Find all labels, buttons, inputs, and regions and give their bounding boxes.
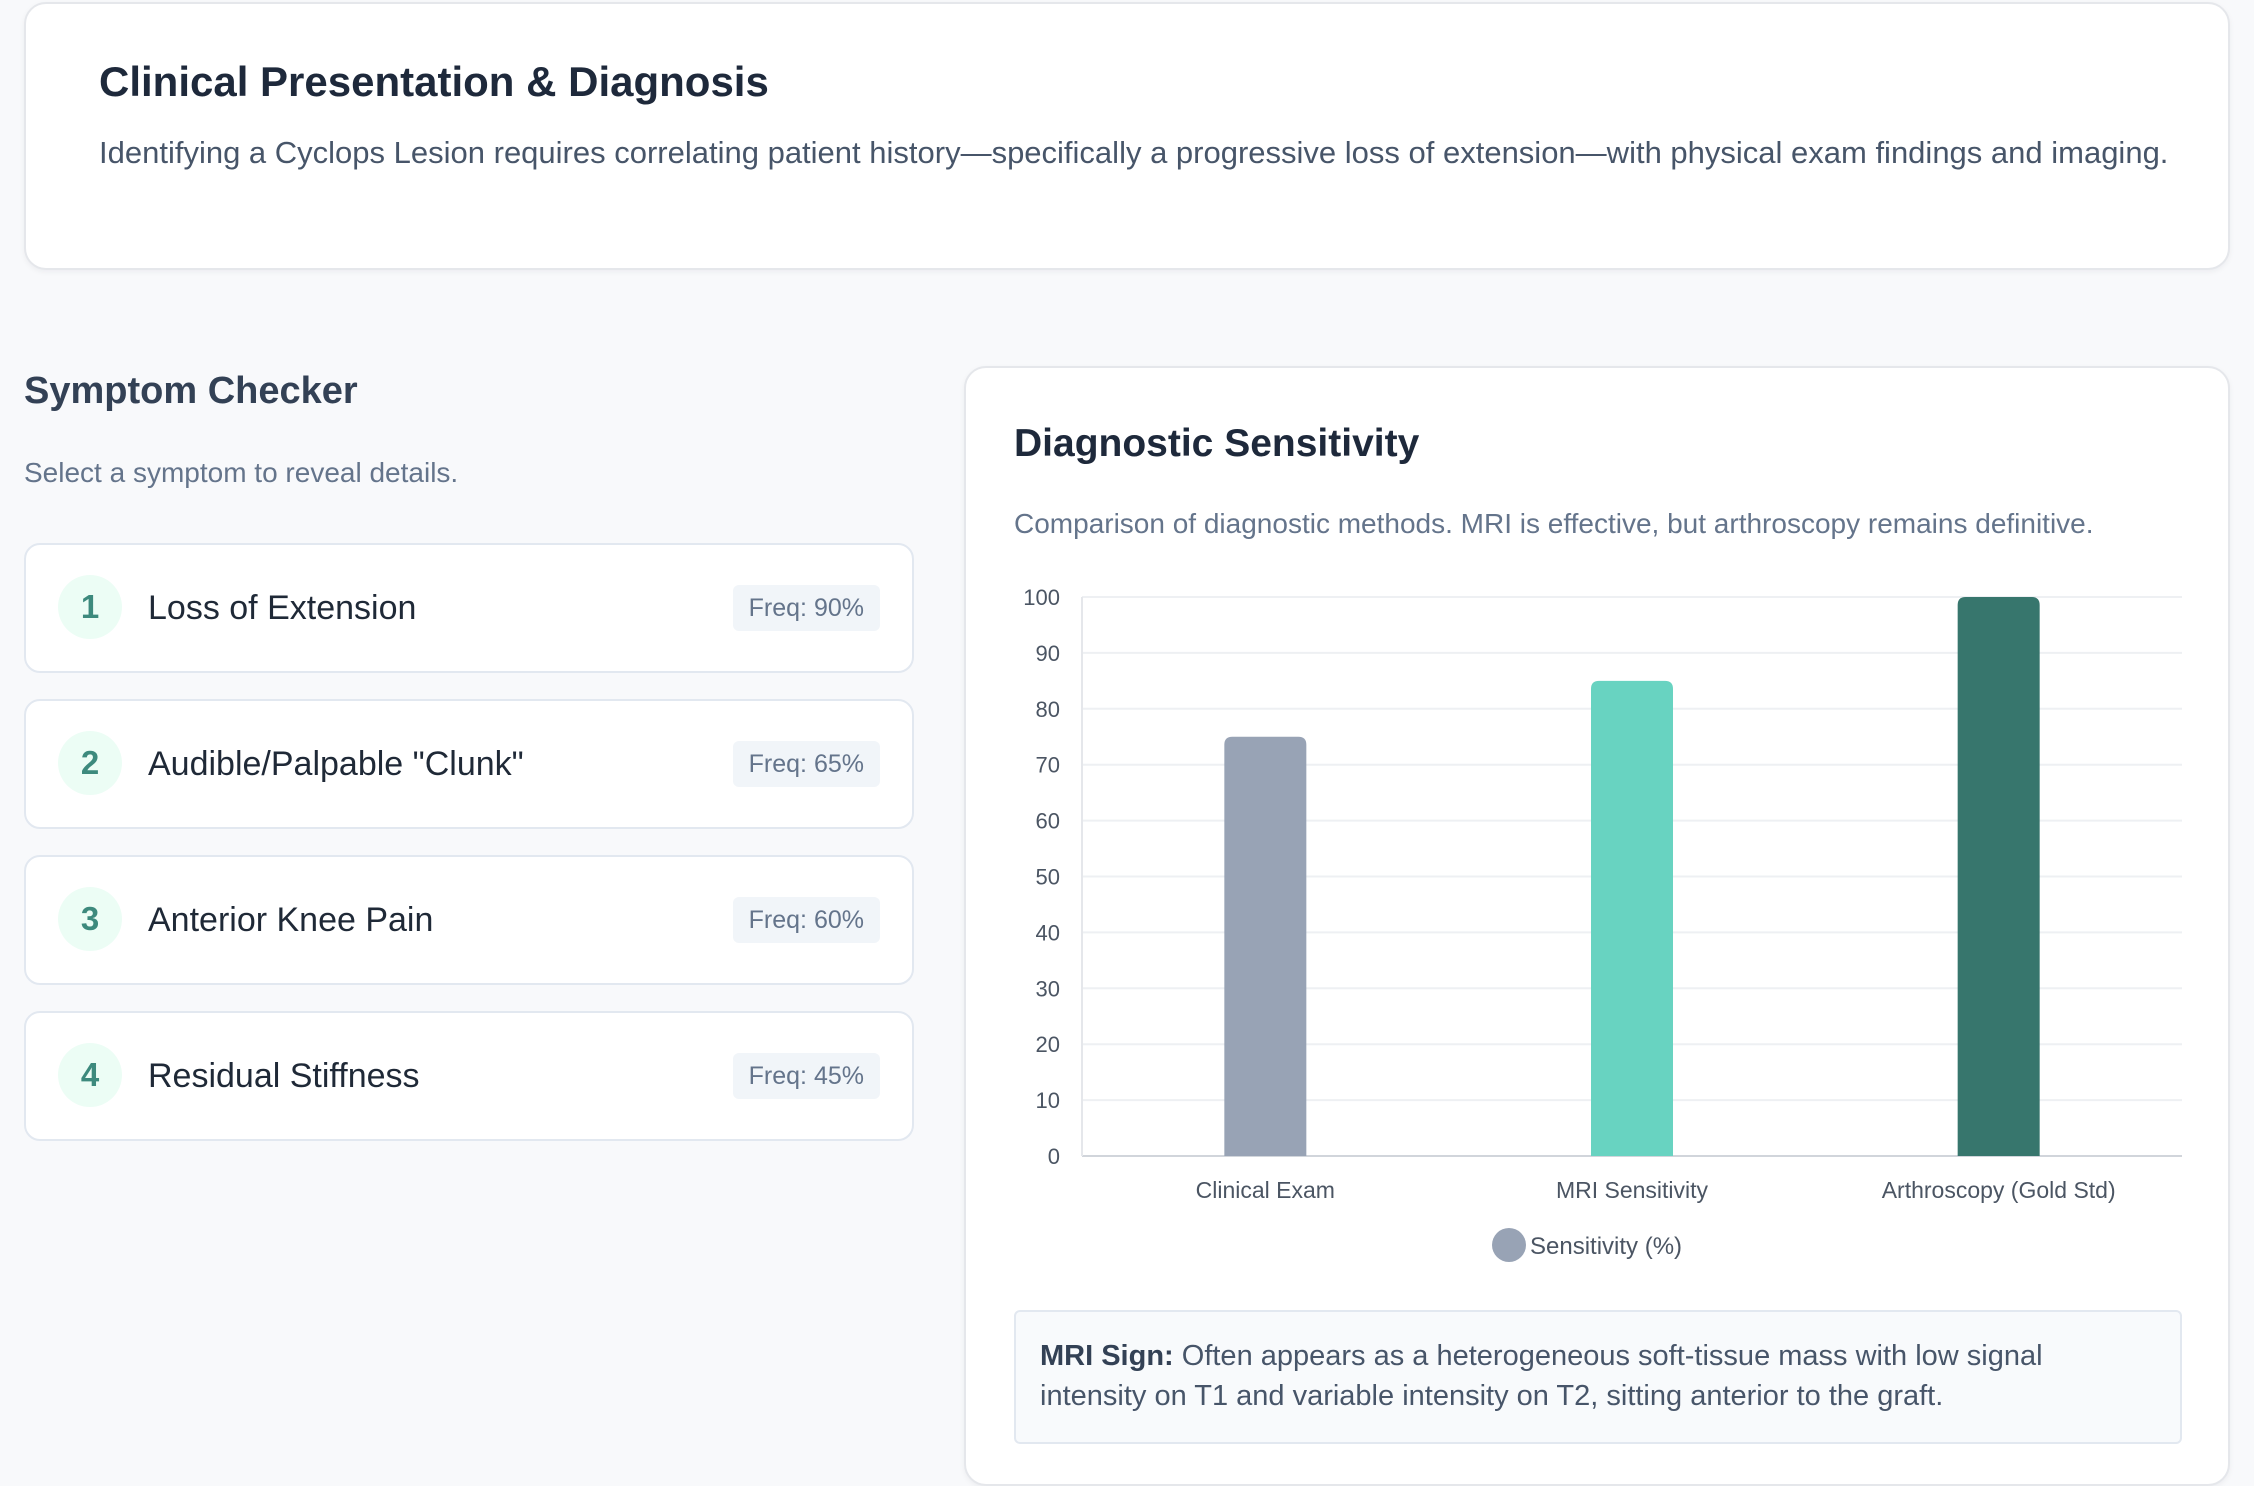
symptom-number-badge: 4 [58,1043,122,1107]
mri-sign-label: MRI Sign: [1040,1340,1174,1372]
symptom-label: Residual Stiffness [148,1057,420,1095]
section-description: Identifying a Cyclops Lesion requires co… [99,135,2169,170]
y-tick-label: 50 [1036,865,1060,890]
symptom-item-clunk[interactable]: 2 Audible/Palpable "Clunk" Freq: 65% [24,699,914,829]
sensitivity-bar-chart: 0 10 20 30 40 50 60 70 80 90 100 Clinical Exam MRI S… [1023,585,2182,1262]
y-tick-label: 40 [1036,920,1060,945]
y-tick-label: 0 [1048,1144,1060,1169]
chart-description: Comparison of diagnostic methods. MRI is… [1014,508,2094,539]
symptom-checker-subtitle: Select a symptom to reveal details. [24,457,459,488]
y-tick-label: 100 [1023,585,1060,610]
y-tick-label: 70 [1036,753,1060,778]
mri-sign-text: Often appears as a heterogeneous soft-ti… [1040,1340,2043,1412]
bar-clinical-exam [1224,736,1307,1156]
chart-title: Diagnostic Sensitivity [1014,422,1420,465]
symptom-number-badge: 1 [58,575,122,639]
symptom-label: Loss of Extension [148,589,417,627]
diagnostic-sensitivity-card: Diagnostic Sensitivity Comparison of dia… [964,366,2230,1486]
y-tick-label: 60 [1036,809,1060,834]
y-tick-label: 10 [1036,1088,1060,1113]
section-title: Clinical Presentation & Diagnosis [99,58,769,105]
x-tick-label: MRI Sensitivity [1556,1177,1709,1203]
symptom-item-loss-of-extension[interactable]: 1 Loss of Extension Freq: 90% [24,543,914,673]
legend-label: Sensitivity (%) [1530,1233,1682,1260]
symptom-label: Audible/Palpable "Clunk" [148,745,524,783]
symptom-number-badge: 3 [58,887,122,951]
frequency-badge: Freq: 60% [732,897,880,943]
frequency-badge: Freq: 45% [732,1053,880,1099]
frequency-badge: Freq: 65% [732,741,880,787]
frequency-badge: Freq: 90% [732,585,880,631]
mri-sign-note: MRI Sign: Often appears as a heterogeneo… [1014,1310,2182,1444]
symptom-item-residual-stiffness[interactable]: 4 Residual Stiffness Freq: 45% [24,1011,914,1141]
intro-card: Clinical Presentation & Diagnosis Identi… [24,2,2230,270]
symptom-label: Anterior Knee Pain [148,901,434,939]
y-tick-label: 80 [1036,697,1060,722]
bar-arthroscopy-gold-std [1957,597,2040,1156]
legend-swatch [1492,1228,1526,1262]
x-tick-label: Clinical Exam [1196,1177,1335,1203]
x-tick-label: Arthroscopy (Gold Std) [1882,1177,2116,1203]
symptom-number-badge: 2 [58,731,122,795]
y-tick-label: 30 [1036,976,1060,1001]
symptom-checker-heading: Symptom Checker [24,370,358,412]
symptom-item-anterior-knee-pain[interactable]: 3 Anterior Knee Pain Freq: 60% [24,855,914,985]
bar-mri-sensitivity [1591,680,1673,1156]
y-tick-label: 90 [1036,641,1060,666]
y-tick-label: 20 [1036,1032,1060,1057]
